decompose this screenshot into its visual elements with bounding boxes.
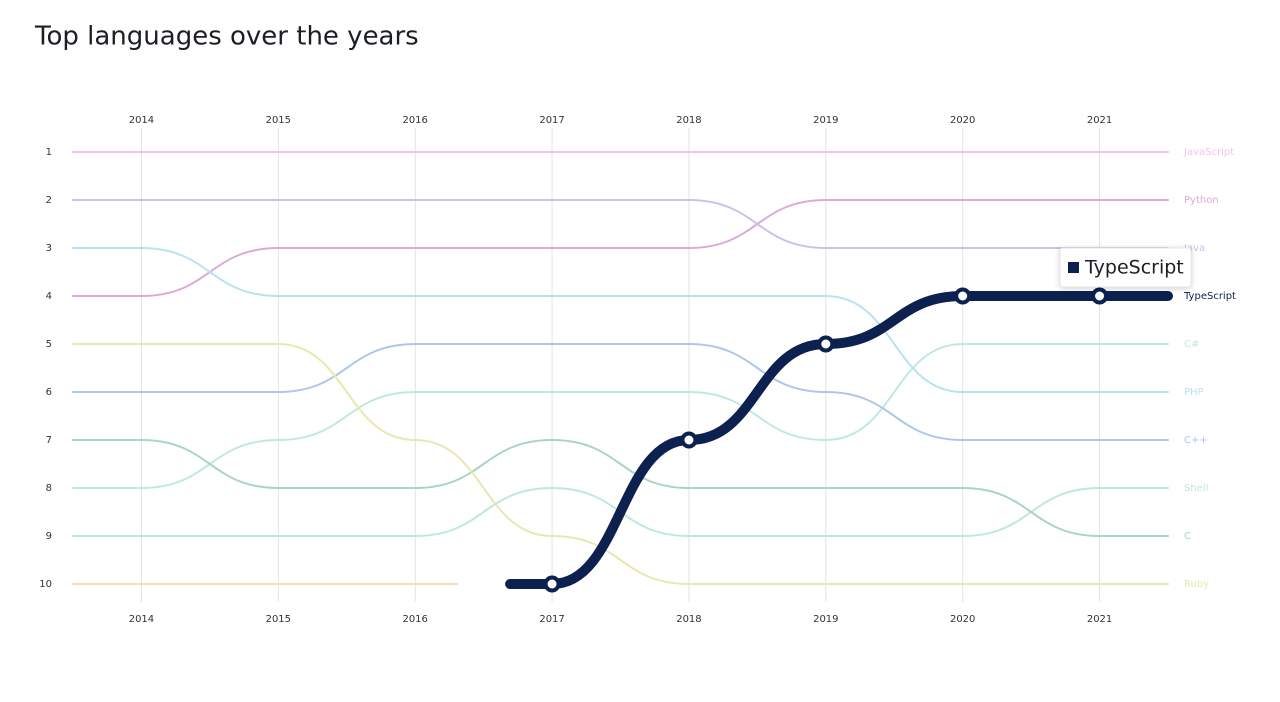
series-line [72, 198, 1169, 250]
x-tick-label: 2018 [676, 614, 701, 625]
x-tick-label: 2014 [129, 115, 154, 126]
x-tick-label: 2016 [402, 614, 427, 625]
series-line [72, 342, 1169, 489]
y-tick-label: 5 [46, 339, 52, 350]
y-tick-label: 9 [46, 531, 52, 542]
x-tick-label: 2020 [950, 115, 975, 126]
y-tick-label: 1 [46, 147, 52, 158]
tooltip-box [1059, 247, 1192, 288]
point-marker [817, 335, 835, 353]
series-label: C# [1184, 339, 1199, 350]
point-marker [954, 287, 972, 305]
y-tick-label: 6 [46, 387, 52, 398]
y-tick-label: 8 [46, 483, 52, 494]
x-tick-label: 2019 [813, 115, 838, 126]
series-label: Java [1183, 243, 1205, 254]
series-label: C++ [1184, 435, 1208, 446]
x-tick-label: 2015 [266, 115, 291, 126]
tooltip-swatch [1068, 262, 1079, 273]
series-label: Shell [1184, 483, 1208, 494]
series-line [72, 342, 1169, 442]
point-marker [543, 575, 561, 593]
series-label: JavaScript [1183, 147, 1234, 158]
x-tick-label: 2016 [402, 115, 427, 126]
y-tick-label: 3 [46, 243, 52, 254]
series-line [72, 438, 1169, 537]
x-tick-label: 2017 [539, 115, 564, 126]
x-tick-label: 2017 [539, 614, 564, 625]
y-tick-label: 2 [46, 195, 52, 206]
series-label: PHP [1184, 387, 1204, 398]
series-line [72, 247, 1169, 394]
y-tick-label: 4 [46, 291, 52, 302]
series-label: TypeScript [1183, 291, 1236, 302]
x-tick-label: 2021 [1087, 115, 1112, 126]
chart-title: Top languages over the years [34, 22, 419, 52]
series-line [72, 198, 1169, 297]
tooltip-text: TypeScript [1084, 257, 1184, 279]
x-tick-label: 2014 [129, 614, 154, 625]
point-marker [1091, 287, 1109, 305]
x-tick-label: 2015 [266, 614, 291, 625]
point-marker [680, 431, 698, 449]
x-tick-label: 2019 [813, 614, 838, 625]
series-label: Ruby [1184, 579, 1209, 590]
y-tick-label: 7 [46, 435, 52, 446]
series-line [72, 342, 1169, 586]
x-tick-label: 2018 [676, 115, 701, 126]
x-tick-label: 2020 [950, 614, 975, 625]
series-label: C [1184, 531, 1191, 542]
x-tick-label: 2021 [1087, 614, 1112, 625]
y-tick-label: 10 [39, 579, 52, 590]
series-label: Python [1184, 195, 1219, 206]
tooltip: TypeScript [1059, 247, 1192, 288]
highlight-line [505, 290, 1173, 589]
